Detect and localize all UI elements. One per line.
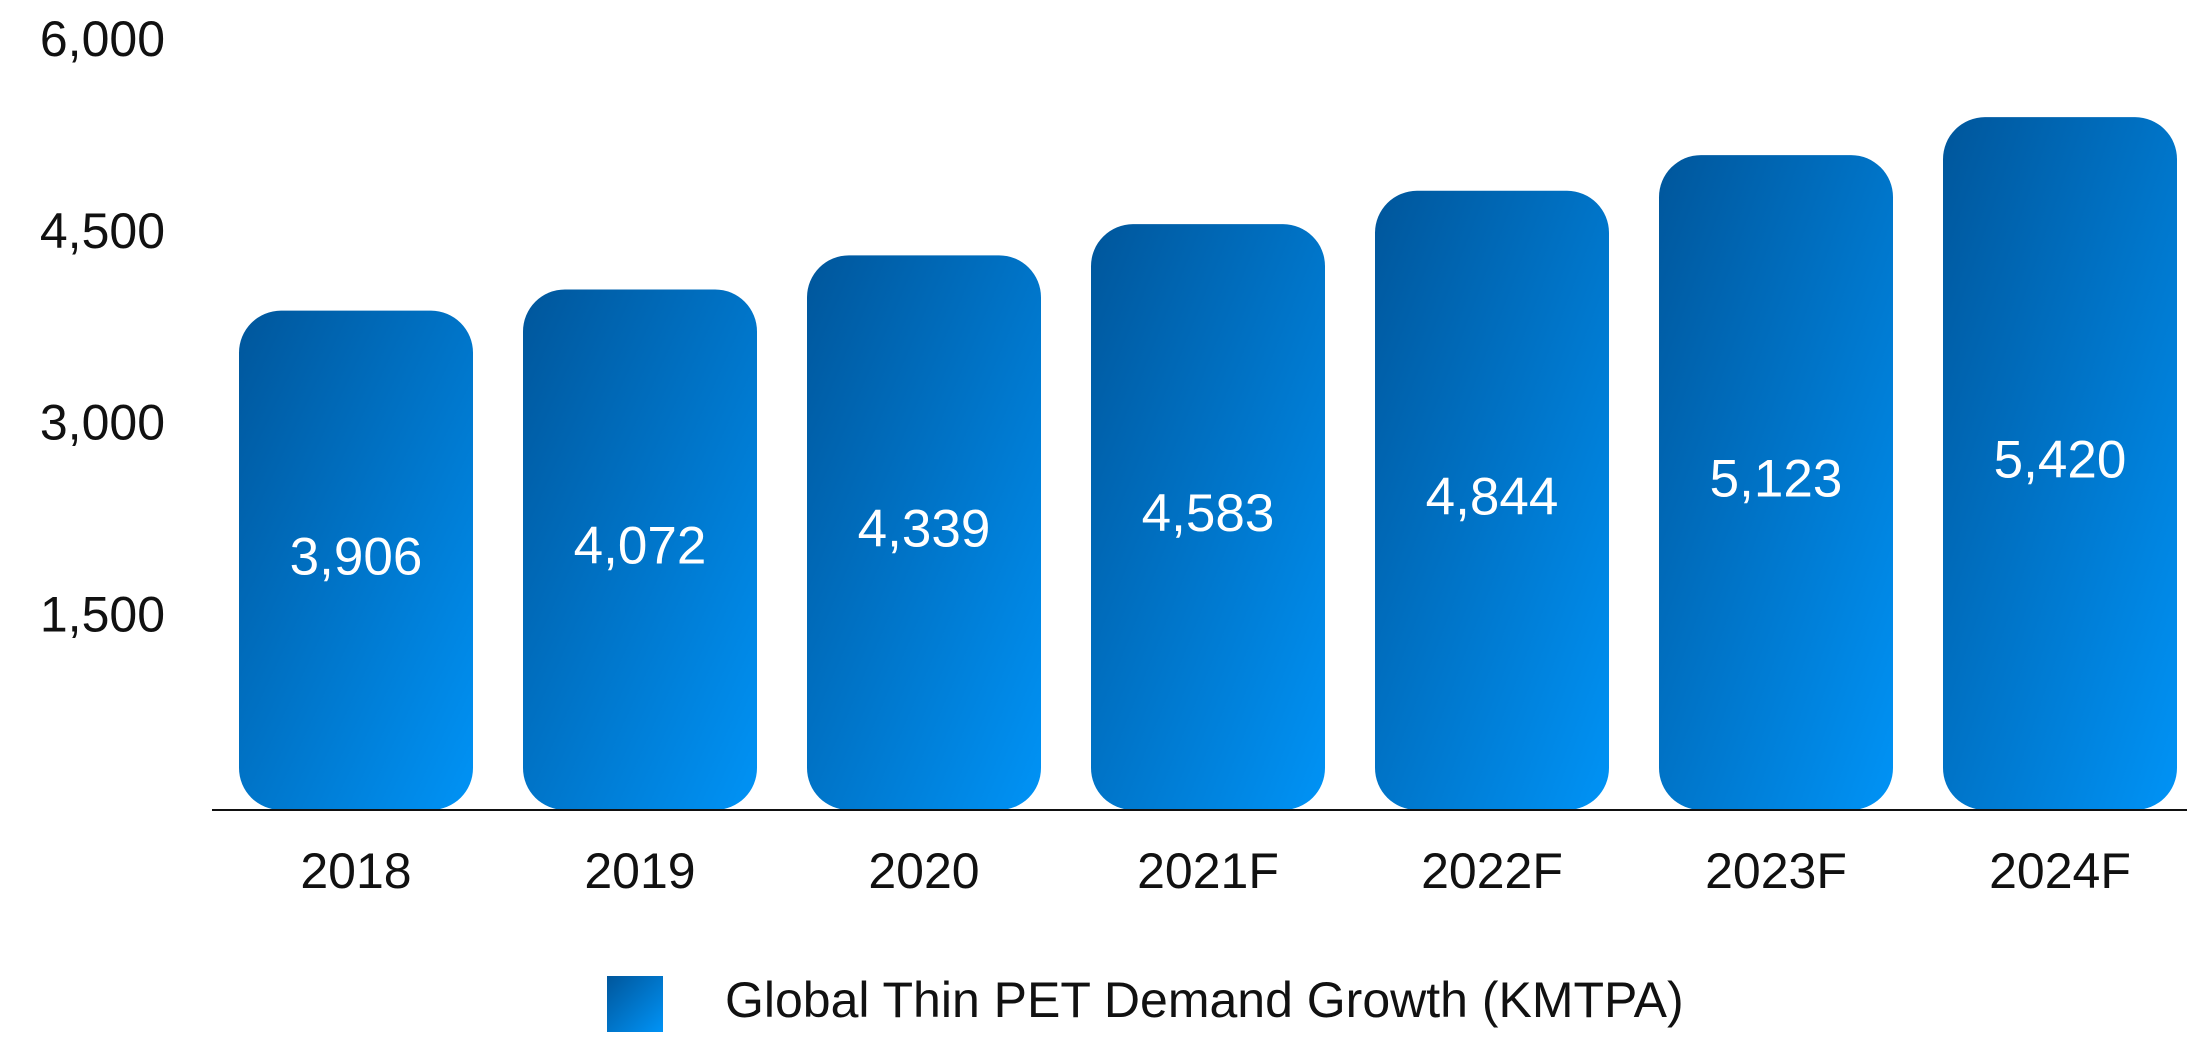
value-label: 4,844 — [1426, 467, 1559, 526]
bar — [523, 289, 757, 811]
x-tick-label: 2019 — [584, 843, 695, 899]
value-label: 3,906 — [290, 527, 423, 586]
y-tick-label: 3,000 — [40, 395, 165, 451]
y-tick-label: 4,500 — [40, 203, 165, 259]
bar — [807, 255, 1041, 810]
bar — [239, 310, 473, 810]
legend-label: Global Thin PET Demand Growth (KMTPA) — [725, 972, 1684, 1028]
x-tick-label: 2020 — [868, 843, 979, 899]
bar — [1091, 224, 1325, 810]
value-label: 4,339 — [858, 500, 991, 559]
bar — [1375, 190, 1609, 810]
x-tick-label: 2024F — [1989, 843, 2131, 899]
x-tick-label: 2018 — [300, 843, 411, 899]
legend-swatch — [607, 976, 663, 1032]
bar — [1943, 117, 2177, 811]
y-tick-label: 6,000 — [40, 11, 165, 67]
value-label: 5,123 — [1710, 450, 1843, 509]
x-tick-label: 2023F — [1705, 843, 1847, 899]
value-label: 4,583 — [1142, 484, 1275, 543]
y-tick-label: 1,500 — [40, 586, 165, 642]
value-label: 4,072 — [574, 517, 707, 576]
x-tick-label: 2022F — [1421, 843, 1563, 899]
x-tick-label: 2021F — [1137, 843, 1279, 899]
value-label: 5,420 — [1994, 431, 2127, 490]
bar — [1659, 155, 1893, 810]
